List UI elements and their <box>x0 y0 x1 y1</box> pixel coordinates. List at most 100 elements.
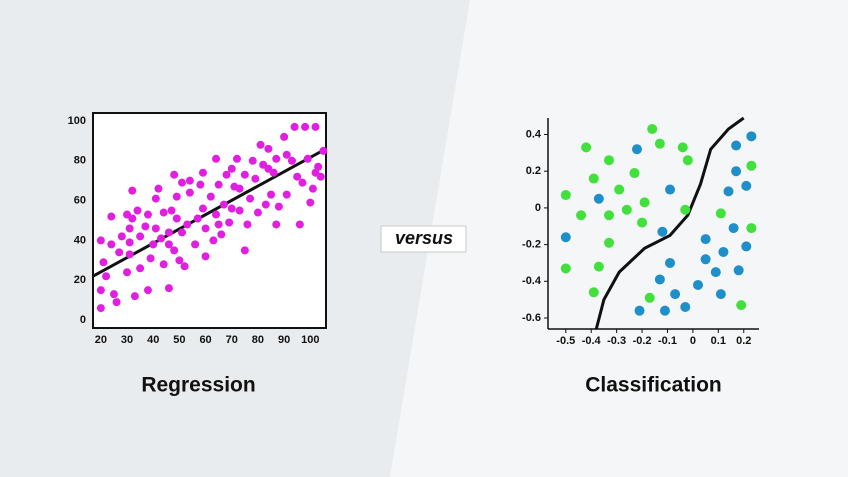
point <box>109 290 118 299</box>
point <box>746 160 757 171</box>
point <box>631 144 642 155</box>
point <box>217 230 226 239</box>
x-tick-label: -0.4 <box>582 335 602 347</box>
point <box>588 287 599 298</box>
y-tick-label: 80 <box>74 155 86 167</box>
point <box>232 154 241 163</box>
point <box>125 238 134 247</box>
point <box>264 144 273 153</box>
point <box>298 178 307 187</box>
point <box>198 168 207 177</box>
y-tick-label: -0.4 <box>522 275 542 287</box>
point <box>715 289 726 300</box>
point <box>659 305 670 316</box>
point <box>319 146 328 155</box>
point <box>214 220 223 229</box>
point <box>731 140 742 151</box>
point <box>99 258 108 267</box>
point <box>225 218 234 227</box>
point <box>644 292 655 303</box>
point <box>639 197 650 208</box>
point <box>295 220 304 229</box>
x-tick-label: -0.3 <box>607 335 626 347</box>
point <box>677 142 688 153</box>
point <box>604 155 615 166</box>
point <box>240 246 249 255</box>
point <box>243 220 252 229</box>
point <box>293 172 302 181</box>
point <box>185 176 194 185</box>
point <box>209 236 218 245</box>
point <box>280 132 289 141</box>
y-tick-label: -0.2 <box>522 239 541 251</box>
point <box>170 170 179 179</box>
point <box>593 261 604 272</box>
point <box>248 156 257 165</box>
point <box>96 304 105 313</box>
point <box>136 232 145 241</box>
point <box>560 232 571 243</box>
point <box>143 210 152 219</box>
point <box>219 200 228 209</box>
point <box>657 226 668 237</box>
point <box>154 184 163 193</box>
point <box>212 210 221 219</box>
x-tick-label: 0.2 <box>736 335 751 347</box>
x-tick-label: -0.5 <box>556 335 575 347</box>
x-tick-label: 50 <box>173 334 185 346</box>
point <box>733 265 744 276</box>
point <box>146 254 155 263</box>
point <box>282 150 291 159</box>
point <box>647 124 658 135</box>
point <box>741 241 752 252</box>
x-tick-label: 0.1 <box>711 335 726 347</box>
point <box>654 138 665 149</box>
y-tick-label: 0 <box>80 314 86 326</box>
point <box>303 154 312 163</box>
plot-frame <box>92 112 327 329</box>
point <box>227 164 236 173</box>
point <box>172 192 181 201</box>
x-tick-label: 100 <box>301 334 319 346</box>
point <box>682 155 693 166</box>
point <box>149 240 158 249</box>
point <box>261 200 270 209</box>
point <box>206 192 215 201</box>
point <box>274 202 283 211</box>
point <box>728 223 739 234</box>
point <box>178 178 187 187</box>
point <box>680 301 691 312</box>
point <box>178 228 187 237</box>
point <box>157 234 166 243</box>
point <box>151 224 160 233</box>
point <box>235 206 244 215</box>
point <box>308 184 317 193</box>
point <box>196 180 205 189</box>
fit-line <box>594 116 745 330</box>
point <box>670 289 681 300</box>
point <box>311 122 320 131</box>
point <box>581 142 592 153</box>
point <box>665 184 676 195</box>
point <box>227 204 236 213</box>
x-tick-label: 60 <box>199 334 211 346</box>
point <box>301 122 310 131</box>
point <box>167 206 176 215</box>
x-tick-label: 30 <box>121 334 133 346</box>
y-tick-label: -0.6 <box>522 312 541 324</box>
point <box>665 257 676 268</box>
point <box>718 246 729 257</box>
point <box>151 194 160 203</box>
x-tick-label: 80 <box>252 334 264 346</box>
y-tick-label: 40 <box>74 234 86 246</box>
chart-caption: Regression <box>141 374 255 397</box>
point <box>637 217 648 228</box>
point <box>593 193 604 204</box>
x-tick-label: -0.1 <box>658 335 677 347</box>
point <box>183 220 192 229</box>
point <box>282 190 291 199</box>
point <box>604 210 615 221</box>
point <box>96 286 105 295</box>
